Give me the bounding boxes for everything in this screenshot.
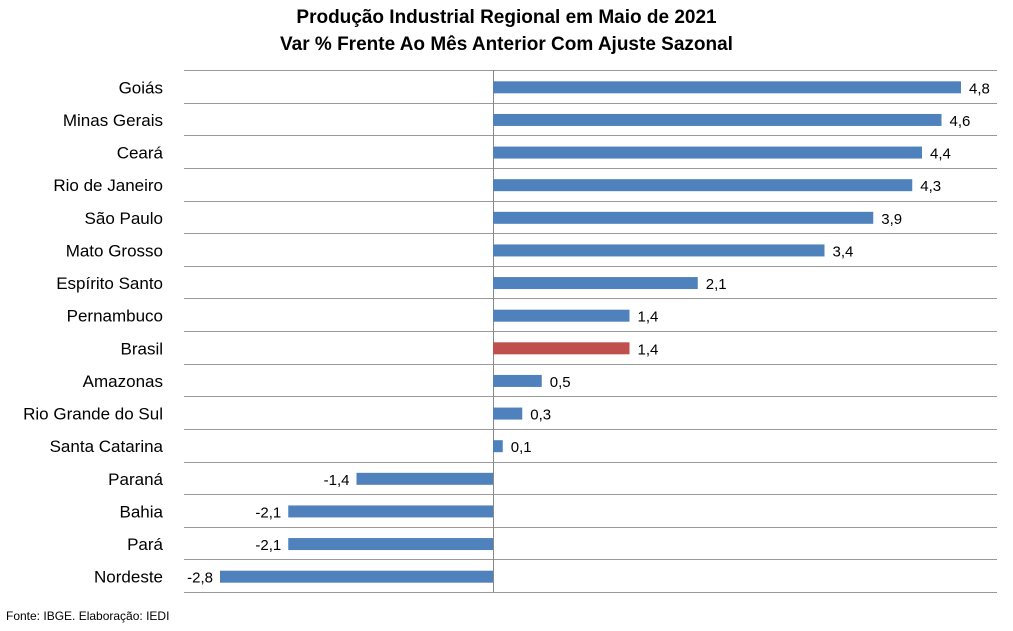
category-labels: Goiás Minas Gerais Ceará Rio de Janeiro São … (23, 78, 163, 586)
bars (220, 81, 961, 583)
category-label: São Paulo (85, 209, 163, 228)
category-label: Ceará (117, 144, 164, 163)
category-label: Minas Gerais (63, 111, 163, 130)
category-label: Pernambuco (67, 307, 163, 326)
bar (493, 374, 542, 387)
bar (493, 309, 630, 322)
category-label: Bahia (120, 502, 164, 521)
bar (493, 407, 523, 420)
chart-subtitle-line: Var % Frente Ao Mês Anterior Com Ajuste … (280, 34, 733, 55)
bar (220, 570, 493, 583)
category-label: Paraná (108, 470, 163, 489)
category-label: Rio de Janeiro (53, 176, 163, 195)
bar (288, 505, 493, 518)
value-label: 2,1 (706, 276, 727, 293)
category-label: Espírito Santo (56, 274, 163, 293)
bar (493, 244, 825, 257)
category-label: Rio Grande do Sul (23, 405, 163, 424)
grid-lines (184, 70, 997, 593)
category-label: Nordeste (94, 568, 163, 587)
category-label: Amazonas (83, 372, 163, 391)
value-label: 0,5 (550, 374, 571, 391)
value-label: 4,6 (950, 113, 971, 130)
category-label: Brasil (120, 339, 163, 358)
value-labels: 4,8 4,6 4,4 4,3 3,9 3,4 2,1 1,4 1,4 0,5 0,3 0,1 -1,4… (187, 80, 990, 586)
category-label: Pará (127, 535, 163, 554)
chart-title-line: Produção Industrial Regional em Maio de … (296, 7, 717, 28)
category-label: Santa Catarina (50, 437, 164, 456)
bar (493, 440, 503, 453)
bar (493, 81, 961, 94)
bar (493, 146, 922, 159)
value-label: 0,1 (511, 439, 532, 456)
value-label: 1,4 (638, 309, 659, 326)
category-label: Mato Grosso (66, 241, 163, 260)
source-note: Fonte: IBGE. Elaboração: IEDI (6, 609, 170, 623)
bar (493, 277, 698, 290)
chart-title: Produção Industrial Regional em Maio de … (0, 4, 1013, 58)
value-label: 4,3 (920, 178, 941, 195)
value-label: 3,4 (833, 243, 854, 260)
value-label: -2,1 (255, 537, 281, 554)
value-label: 4,4 (930, 146, 951, 163)
value-label: 3,9 (881, 211, 902, 228)
bar (493, 211, 874, 224)
bar (493, 113, 942, 126)
value-label: 1,4 (638, 341, 659, 358)
bar (288, 538, 493, 551)
bar (493, 179, 913, 192)
bar (493, 342, 630, 355)
value-label: 0,3 (530, 407, 551, 424)
value-label: -2,1 (255, 504, 281, 521)
value-label: -2,8 (187, 570, 213, 587)
category-label: Goiás (119, 78, 163, 97)
value-label: 4,8 (969, 80, 990, 97)
bar (356, 472, 493, 485)
value-label: -1,4 (324, 472, 350, 489)
